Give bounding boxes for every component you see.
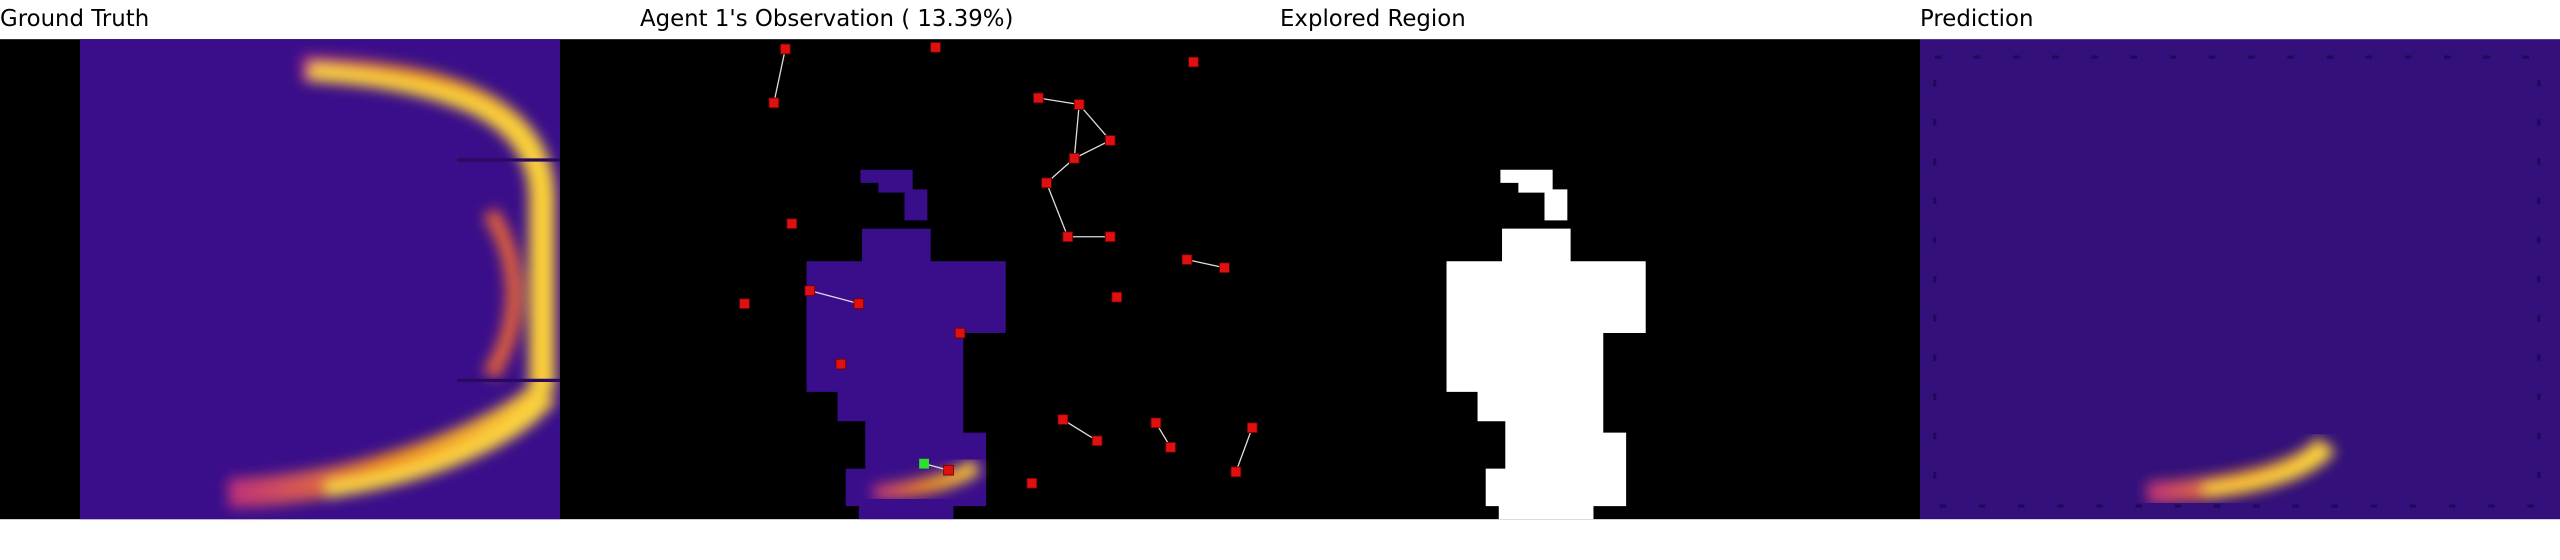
panel-title: Ground Truth [0, 6, 149, 32]
shape [786, 218, 798, 229]
shape [1091, 435, 1103, 447]
shape [768, 97, 780, 109]
shape [1181, 254, 1193, 265]
observation-panel [560, 39, 1280, 520]
shape [1246, 422, 1258, 434]
shape [872, 458, 982, 502]
panel-title: Agent 1's Observation ( 13.39%) [640, 6, 1013, 32]
shape [228, 55, 557, 508]
shape [1186, 258, 1225, 269]
shape [1078, 104, 1111, 141]
shape [930, 42, 941, 53]
shape [943, 464, 954, 476]
shape [2203, 445, 2327, 496]
shape [1235, 427, 1253, 473]
shape [780, 43, 791, 55]
shape [325, 402, 545, 498]
shape [1062, 231, 1074, 243]
shape [1033, 92, 1044, 104]
panel-title: Prediction [1920, 6, 2033, 32]
shape [809, 289, 859, 305]
shape [954, 327, 966, 339]
shape [835, 358, 847, 370]
shape [1068, 153, 1080, 164]
shape [1041, 177, 1052, 189]
shape [739, 298, 750, 309]
shape [309, 63, 539, 166]
explored-panel [1280, 39, 1920, 520]
ground-truth-panel [0, 39, 560, 520]
shape [804, 285, 816, 296]
shape [1188, 56, 1199, 68]
agents [739, 42, 1258, 489]
shape [1933, 55, 2541, 508]
shape [1026, 477, 1038, 489]
shape [1111, 291, 1123, 303]
shape [1230, 466, 1242, 478]
shape [482, 207, 523, 381]
shape [1219, 262, 1230, 274]
panel-title: Explored Region [1280, 6, 1466, 32]
shape [1038, 97, 1080, 106]
shape [1104, 231, 1116, 243]
shape [2146, 436, 2336, 505]
shape [228, 380, 557, 508]
shape [1073, 99, 1085, 110]
shape [1920, 39, 2560, 520]
shape [1057, 414, 1069, 425]
shape [919, 458, 929, 469]
shape [853, 298, 865, 309]
shape [1165, 442, 1176, 453]
shape [773, 48, 786, 103]
shape [1104, 135, 1116, 146]
shape [872, 458, 982, 502]
shape [1062, 419, 1098, 442]
shape [1045, 182, 1069, 237]
shape [1073, 104, 1080, 159]
shape [1073, 139, 1111, 159]
shape [1150, 417, 1162, 429]
prediction-panel [1920, 39, 2560, 520]
